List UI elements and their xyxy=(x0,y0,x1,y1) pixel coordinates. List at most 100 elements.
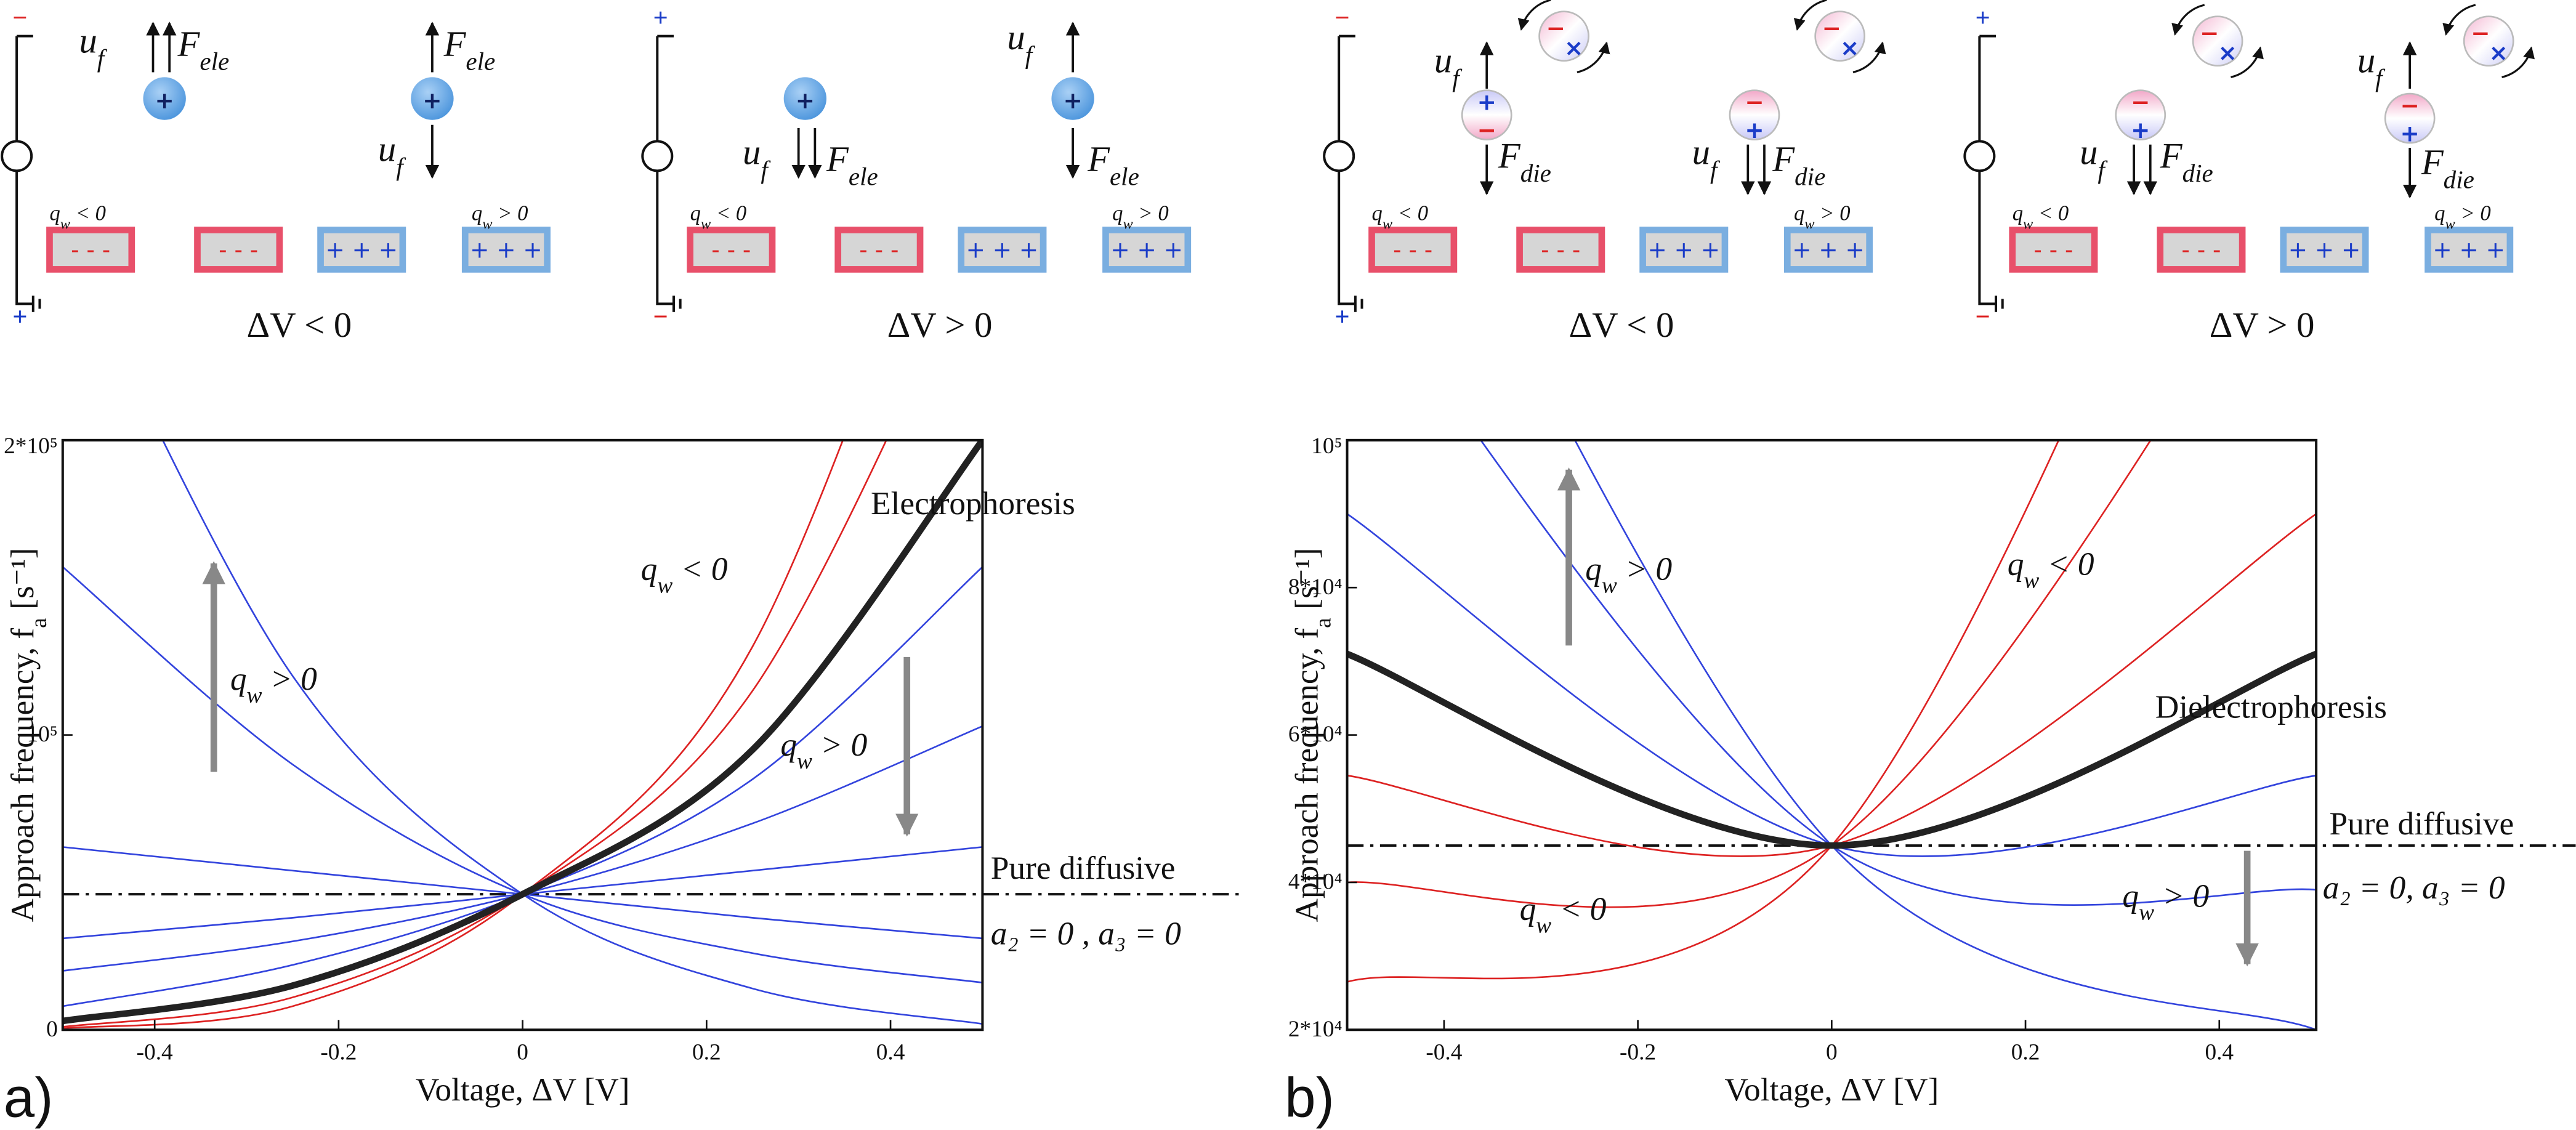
data-line xyxy=(62,566,983,984)
label-part: F xyxy=(2421,142,2444,182)
label-part: q xyxy=(2434,201,2445,225)
particle-sign: − xyxy=(2471,20,2490,47)
label-part: w xyxy=(657,573,672,598)
wall-charge: + + + xyxy=(1648,236,1721,264)
label-part: u xyxy=(2080,132,2098,172)
wall-label: qw > 0 xyxy=(2434,201,2491,232)
label-part: w xyxy=(247,683,262,708)
x-tick-label: -0.2 xyxy=(320,1039,357,1065)
particle-sign: − xyxy=(2200,20,2219,47)
wall-charge: - - - xyxy=(1393,236,1432,264)
label-part: q xyxy=(1794,201,1804,225)
annotation: Electrophoresis xyxy=(871,485,1075,522)
data-line xyxy=(1347,513,2317,857)
y-tick-label: 4*10⁴ xyxy=(1288,870,1343,895)
label-part: f xyxy=(761,156,771,184)
label-part: F xyxy=(1087,139,1110,179)
particle-sign: × xyxy=(1564,34,1583,62)
wall-charge: + + + xyxy=(1110,236,1183,264)
label-part: F xyxy=(2160,135,2183,176)
annotation: qw < 0 xyxy=(2008,546,2094,594)
label-part: w xyxy=(2023,216,2033,232)
particle-sign: + xyxy=(1745,116,1764,143)
label-part: > 0 xyxy=(1617,551,1672,587)
label-part: q xyxy=(690,201,701,225)
panel-label: b) xyxy=(1285,1067,1334,1129)
force-label: uf xyxy=(378,129,406,180)
rotation-arrow xyxy=(1577,41,1610,73)
force-label: Fele xyxy=(1087,139,1139,190)
reference-note: a₂ = 0 , a₃ = 0 xyxy=(991,915,1181,952)
polarity-sign: + xyxy=(12,302,27,331)
data-line xyxy=(1347,513,2317,857)
label-part: f xyxy=(2098,156,2108,184)
rotation-arrow xyxy=(2231,46,2264,78)
label-part: w xyxy=(60,216,70,232)
circuit-wire xyxy=(656,34,682,312)
x-tick-label: 0 xyxy=(1826,1039,1838,1065)
wall-charge: - - - xyxy=(711,236,751,264)
annotation: Dielectrophoresis xyxy=(2155,688,2387,725)
particle-sign: × xyxy=(2218,39,2237,67)
x-tick-label: -0.4 xyxy=(1426,1039,1462,1065)
y-tick-label: 2*10⁵ xyxy=(4,434,58,459)
annotation: qw > 0 xyxy=(230,660,317,708)
label-part: < 0 xyxy=(2033,201,2069,225)
voltage-source xyxy=(641,140,674,172)
rotating-particle xyxy=(1814,10,1866,62)
label-part: ele xyxy=(200,47,229,76)
wall-plate xyxy=(834,227,924,273)
data-line xyxy=(1347,440,2060,983)
label-part: < 0 xyxy=(672,551,727,587)
polarity-sign: + xyxy=(1334,302,1349,331)
label-part: q xyxy=(1520,890,1536,927)
force-label: uf xyxy=(1692,132,1721,184)
reference-label: Pure diffusive xyxy=(991,849,1176,886)
wall-charge: - - - xyxy=(2033,236,2073,264)
data-line xyxy=(1347,440,2152,908)
wall-plate xyxy=(194,227,283,273)
label-part: f xyxy=(2375,63,2386,92)
label-part: w xyxy=(2024,568,2039,593)
wall-charge: + + + xyxy=(1792,236,1865,264)
wall-label: qw < 0 xyxy=(49,201,106,232)
label-part: u xyxy=(2357,40,2375,80)
annotation: qw < 0 xyxy=(1520,890,1607,938)
label-part: w xyxy=(482,216,492,232)
label-part: w xyxy=(1123,216,1133,232)
wall-label: qw > 0 xyxy=(1112,201,1169,232)
label-part: ele xyxy=(1110,162,1139,190)
force-label: Fele xyxy=(826,139,878,190)
wall-plate xyxy=(2280,227,2369,273)
label-part: < 0 xyxy=(70,201,106,225)
rotating-particle xyxy=(2463,15,2514,67)
particle-sign: − xyxy=(1477,116,1496,143)
label-part: f xyxy=(1710,156,1721,184)
particle-sign: + xyxy=(422,87,442,114)
rotation-arrow xyxy=(1852,41,1886,73)
wall-plate xyxy=(1783,227,1873,273)
circuit-wire xyxy=(1338,34,1363,312)
x-tick-label: -0.2 xyxy=(1620,1039,1656,1065)
rotation-arrow xyxy=(1517,0,1551,31)
label-part: q xyxy=(1372,201,1383,225)
data-line xyxy=(1347,650,2317,849)
label-part: f xyxy=(1025,41,1036,69)
condition-label: ΔV < 0 xyxy=(246,305,352,345)
particle xyxy=(783,77,827,120)
condition-label: ΔV < 0 xyxy=(1569,305,1674,345)
particle-sign: + xyxy=(1477,89,1496,116)
label-part: F xyxy=(177,24,201,64)
label-part: w xyxy=(2445,216,2455,232)
label-part: die xyxy=(2444,166,2474,194)
force-label: uf xyxy=(1434,40,1463,92)
dipole-particle xyxy=(1729,89,1780,141)
wall-charge: - - - xyxy=(2181,236,2221,264)
label-part: q xyxy=(49,201,60,225)
data-line xyxy=(1573,440,2317,1030)
wall-plate xyxy=(687,227,776,273)
wall-label: qw < 0 xyxy=(1372,201,1429,232)
label-part: die xyxy=(2182,159,2213,187)
particle xyxy=(411,77,454,120)
force-label: uf xyxy=(79,20,107,72)
